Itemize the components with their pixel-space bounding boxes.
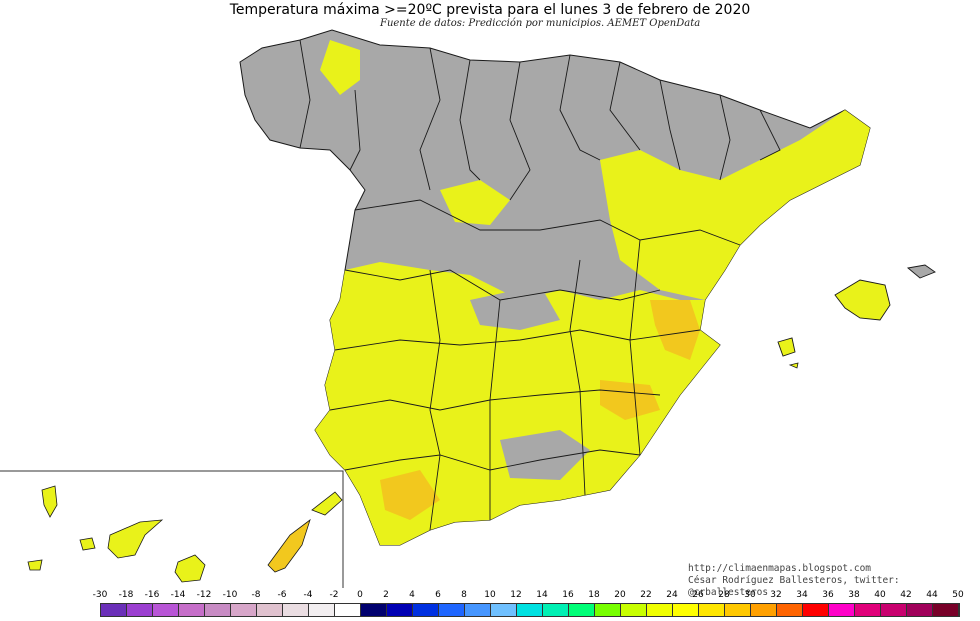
legend-swatch (777, 604, 803, 616)
lanzarote (311, 491, 343, 516)
legend-label: -30 (92, 590, 108, 600)
legend-swatch (829, 604, 855, 616)
legend-label: 26 (692, 590, 704, 600)
legend-label: -10 (222, 590, 238, 600)
legend-swatch (699, 604, 725, 616)
legend-label: 34 (796, 590, 808, 600)
legend-swatch (361, 604, 387, 616)
fuerteventura (267, 518, 311, 573)
menorca (906, 264, 936, 279)
legend-label: 20 (614, 590, 626, 600)
legend-swatch (491, 604, 517, 616)
legend-label: 36 (822, 590, 834, 600)
warm-zone-centre (440, 180, 510, 225)
legend-swatch (543, 604, 569, 616)
legend-swatch (257, 604, 283, 616)
legend-swatch (127, 604, 153, 616)
legend-swatch (647, 604, 673, 616)
legend-swatch (621, 604, 647, 616)
legend-swatch (907, 604, 933, 616)
hot-zone-sureste (600, 380, 660, 420)
legend-swatch (179, 604, 205, 616)
legend-label: -14 (170, 590, 186, 600)
mallorca (834, 279, 891, 321)
legend-swatch (725, 604, 751, 616)
legend-swatch (283, 604, 309, 616)
credits-author: César Rodríguez Ballesteros, twitter: @c… (688, 575, 900, 598)
legend-label: -16 (144, 590, 160, 600)
legend-swatch (517, 604, 543, 616)
legend-swatch (153, 604, 179, 616)
ibiza (777, 337, 796, 357)
legend-label: -6 (277, 590, 287, 600)
legend-label: -8 (251, 590, 261, 600)
legend-swatch (569, 604, 595, 616)
legend-swatch (465, 604, 491, 616)
legend-label: -4 (303, 590, 313, 600)
legend-swatch (803, 604, 829, 616)
legend-label: 2 (383, 590, 389, 600)
canarias-inset-frame (0, 470, 344, 588)
legend-label: 16 (562, 590, 574, 600)
legend-color-bar (100, 603, 960, 617)
warm-zone-east (600, 110, 870, 300)
legend-swatch (413, 604, 439, 616)
credits-url: http://climaenmapas.blogspot.com (688, 563, 872, 574)
legend-label: 4 (409, 590, 415, 600)
legend-swatch (101, 604, 127, 616)
tenerife (107, 519, 164, 559)
legend-label: 22 (640, 590, 652, 600)
legend-swatch (855, 604, 881, 616)
legend-swatch (335, 604, 361, 616)
legend-label: 12 (510, 590, 522, 600)
legend-swatch (933, 604, 959, 616)
legend-label: 24 (666, 590, 678, 600)
legend-label: 0 (357, 590, 363, 600)
legend-label: 28 (718, 590, 730, 600)
legend-labels: -30 -18 -16 -14 -12 -10 -8 -6 -4 -2 0 2 4 6 8 10 12 14 16 1… (87, 590, 970, 602)
gran-canaria (174, 554, 206, 583)
province-borders (299, 39, 781, 531)
legend-swatch (205, 604, 231, 616)
legend-label: -18 (118, 590, 134, 600)
legend-label: 14 (536, 590, 548, 600)
map-subtitle: Fuente de datos: Predicción por municipi… (380, 18, 701, 29)
hot-zone-andalucia (380, 470, 440, 520)
legend-label: -12 (196, 590, 212, 600)
legend-swatch (751, 604, 777, 616)
legend-swatch (439, 604, 465, 616)
el-hierro (27, 559, 43, 571)
legend-label: 44 (926, 590, 938, 600)
credits: http://climaenmapas.blogspot.com César R… (688, 563, 980, 599)
cool-zone-mancha (470, 285, 560, 330)
legend-label: 40 (874, 590, 886, 600)
la-palma (41, 485, 58, 518)
legend-swatch (673, 604, 699, 616)
legend-swatch (309, 604, 335, 616)
legend-label: 30 (744, 590, 756, 600)
legend-swatch (595, 604, 621, 616)
warm-zone-north-coast (320, 40, 360, 95)
legend-label: 6 (435, 590, 441, 600)
legend-label: 18 (588, 590, 600, 600)
map-title: Temperatura máxima >=20ºC prevista para … (229, 2, 751, 18)
cool-zone-sierra (500, 430, 590, 480)
legend-label: -2 (329, 590, 339, 600)
la-gomera (79, 537, 96, 551)
legend-swatch (387, 604, 413, 616)
legend-label: 10 (484, 590, 496, 600)
legend-label: 42 (900, 590, 912, 600)
color-legend: -30 -18 -16 -14 -12 -10 -8 -6 -4 -2 0 2 4 6 8 10 12 14 16 1… (87, 590, 970, 621)
legend-swatch (231, 604, 257, 616)
legend-label: 32 (770, 590, 782, 600)
legend-label: 38 (848, 590, 860, 600)
legend-swatch (881, 604, 907, 616)
legend-label: 8 (461, 590, 467, 600)
hot-zone-levante (650, 300, 700, 360)
legend-label: 50 (952, 590, 964, 600)
formentera (788, 362, 799, 369)
